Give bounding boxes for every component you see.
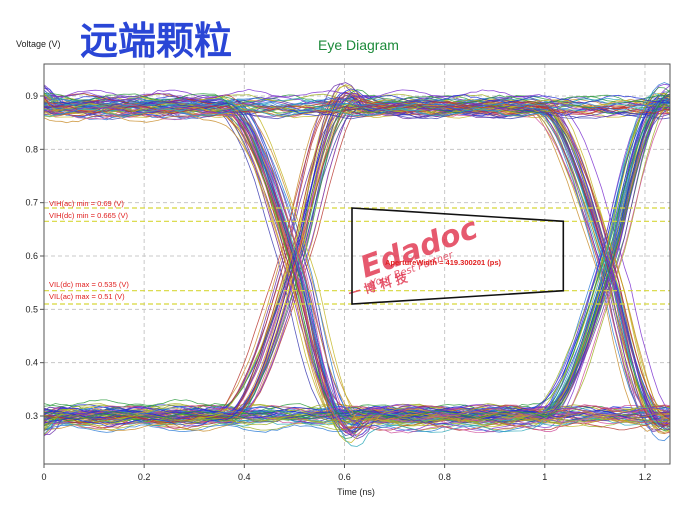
eye-trace — [43, 96, 671, 114]
y-tick-label: 0.8 — [25, 144, 38, 154]
eye-trace — [43, 105, 671, 427]
threshold-label: VIL(ac) max = 0.51 (V) — [49, 292, 125, 301]
y-tick-label: 0.5 — [25, 304, 38, 314]
aperture-polygon — [351, 207, 565, 305]
eye-trace — [43, 92, 671, 447]
eye-trace — [43, 403, 671, 421]
eye-trace — [43, 99, 671, 415]
eye-trace — [43, 109, 671, 423]
eye-trace — [43, 88, 671, 427]
eye-trace — [43, 92, 671, 112]
aperture-label: ApertureWidth = 419.300201 (ps) — [385, 258, 502, 267]
y-tick-label: 0.3 — [25, 411, 38, 421]
eye-trace — [43, 98, 671, 429]
x-tick-label: 0.8 — [438, 472, 451, 482]
eye-trace — [43, 101, 671, 111]
eye-trace — [43, 105, 671, 423]
y-tick-label: 0.4 — [25, 358, 38, 368]
banner-text: 远端颗粒 — [80, 19, 232, 63]
aperture-box: ApertureWidth = 419.300201 (ps) — [351, 207, 565, 305]
y-tick-label: 0.6 — [25, 251, 38, 261]
x-tick-label: 0 — [41, 472, 46, 482]
x-axis-label: Time (ns) — [337, 487, 375, 497]
eye-traces — [43, 82, 671, 447]
eye-trace — [43, 89, 671, 420]
x-tick-label: 1 — [542, 472, 547, 482]
eye-trace — [43, 103, 671, 418]
eye-trace — [43, 413, 671, 431]
eye-trace — [43, 106, 671, 422]
eye-trace — [43, 87, 671, 425]
eye-trace — [43, 97, 671, 424]
eye-trace — [43, 89, 671, 423]
eye-trace — [43, 104, 671, 421]
threshold-label: VIH(dc) min = 0.665 (V) — [49, 211, 128, 220]
x-tick-label: 0.6 — [338, 472, 351, 482]
x-tick-label: 0.4 — [238, 472, 251, 482]
x-tick-label: 1.2 — [639, 472, 652, 482]
threshold-label: VIL(dc) max = 0.535 (V) — [49, 280, 129, 289]
x-tick-label: 0.2 — [138, 472, 151, 482]
plot-frame — [43, 63, 671, 465]
eye-trace — [43, 94, 671, 422]
eye-trace — [43, 97, 671, 436]
eye-trace — [43, 97, 671, 426]
y-axis-label: Voltage (V) — [16, 39, 61, 49]
eye-trace — [43, 108, 671, 430]
y-tick-label: 0.9 — [25, 91, 38, 101]
axes: 0 0.2 0.4 0.6 0.8 1 1.2 0.3 0.4 0.5 0.6 0.7 0.8 0.9 — [25, 63, 671, 482]
eye-trace — [43, 98, 671, 426]
eye-trace — [43, 93, 671, 436]
threshold-label: VIH(ac) min = 0.69 (V) — [49, 199, 124, 208]
chart-title: Eye Diagram — [318, 37, 399, 53]
y-tick-label: 0.7 — [25, 198, 38, 208]
eye-trace — [43, 87, 671, 426]
